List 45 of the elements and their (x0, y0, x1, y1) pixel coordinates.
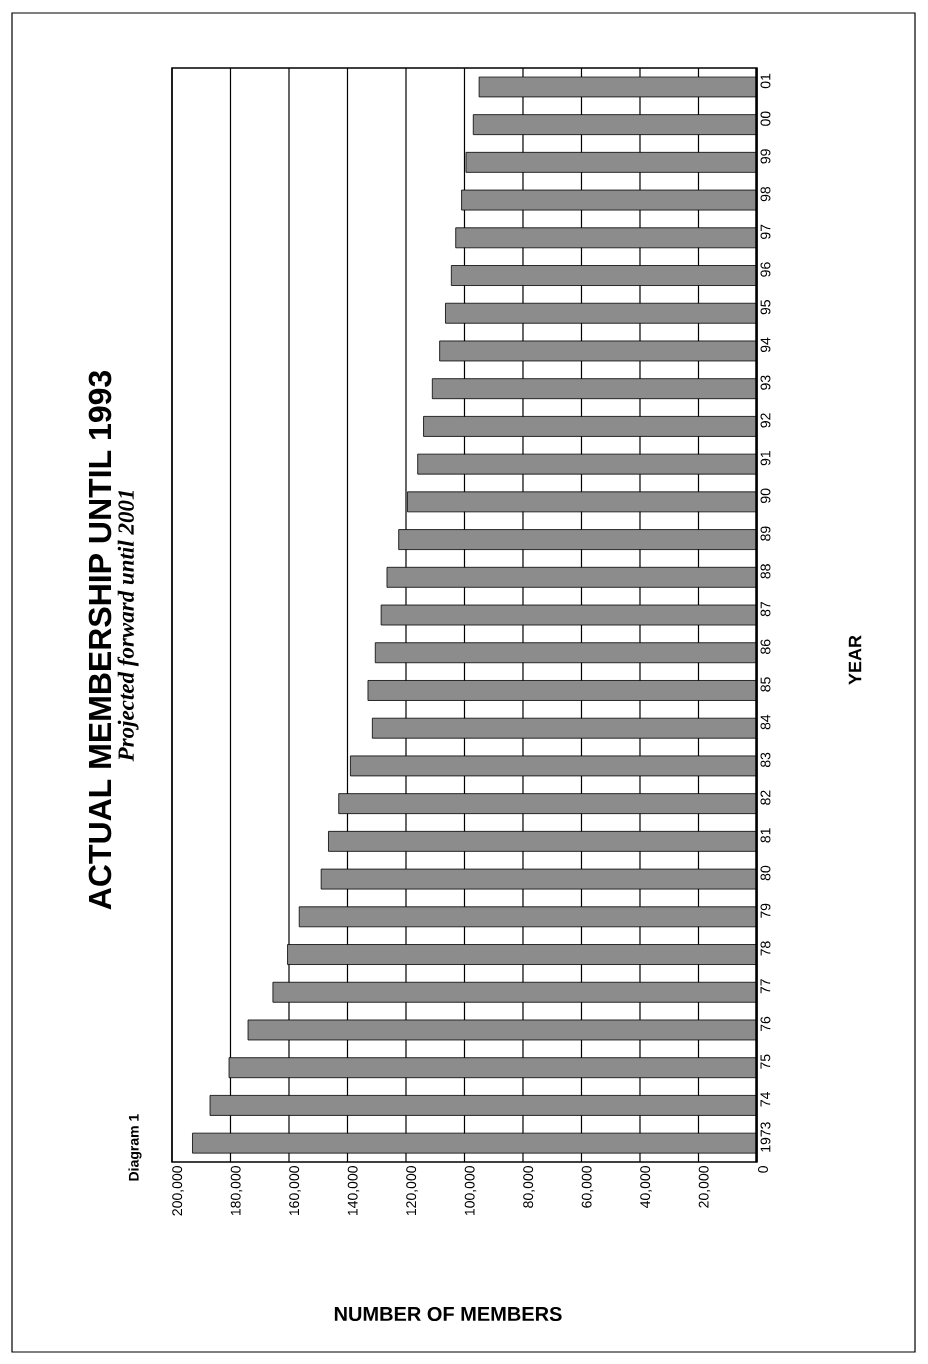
y-tick-label: 94 (760, 337, 771, 353)
y-tick-label: 80 (760, 865, 771, 881)
y-tick-label: 84 (760, 714, 771, 730)
x-tick-label: 160,000 (289, 1166, 301, 1216)
y-tick-label: 87 (760, 601, 771, 617)
y-tick-label: 95 (760, 300, 771, 315)
y-tick-label: 88 (760, 564, 771, 579)
text: ACTUAL MEMBERSHIP UNTIL 1993 (88, 370, 112, 910)
y-tick-label: 1973 (760, 1122, 771, 1152)
x-tick-label: 100,000 (464, 1166, 477, 1216)
y-tick-label: 00 (760, 111, 771, 126)
y-axis-title: YEAR (848, 635, 862, 685)
y-tick-label: 83 (760, 752, 771, 768)
x-tick-label: 20,000 (698, 1166, 711, 1208)
y-tick-label: 01 (760, 73, 771, 89)
y-tick-label: 81 (760, 828, 771, 843)
y-tick-label: 82 (760, 790, 771, 805)
y-tick-label: 74 (760, 1092, 771, 1107)
y-tick-label: 75 (760, 1054, 771, 1069)
y-tick-label: 89 (760, 526, 771, 541)
x-tick-label: 140,000 (347, 1166, 360, 1216)
y-tick-label: 96 (760, 262, 771, 277)
y-tick-label: 86 (760, 639, 771, 654)
y-tick-label: 78 (760, 941, 771, 956)
x-tick-label: 80,000 (523, 1166, 535, 1208)
y-tick-label: 77 (760, 979, 771, 994)
x-tick-label: 200,000 (172, 1166, 184, 1216)
y-tick-label: 98 (760, 186, 771, 202)
y-tick-label: 90 (760, 488, 771, 503)
y-tick-label: 92 (760, 413, 771, 428)
y-tick-label: 76 (760, 1016, 771, 1032)
text: Diagram 1 (128, 1114, 142, 1181)
text: Projected forward until 2001 (117, 490, 139, 762)
y-tick-label: 79 (760, 903, 771, 918)
x-axis-title: NUMBER OF MEMBERS (334, 1306, 562, 1322)
x-tick-label: 40,000 (640, 1166, 652, 1209)
x-tick-label: 120,000 (406, 1166, 418, 1216)
x-tick-label: 60,000 (581, 1166, 594, 1208)
y-tick-label: 91 (760, 451, 771, 466)
x-tick-label: 180,000 (230, 1166, 243, 1216)
y-tick-label: 99 (760, 149, 771, 164)
y-tick-label: 93 (760, 375, 771, 390)
x-tick-label: 0 (758, 1166, 768, 1173)
y-tick-label: 85 (760, 677, 771, 692)
y-tick-label: 97 (760, 224, 771, 239)
